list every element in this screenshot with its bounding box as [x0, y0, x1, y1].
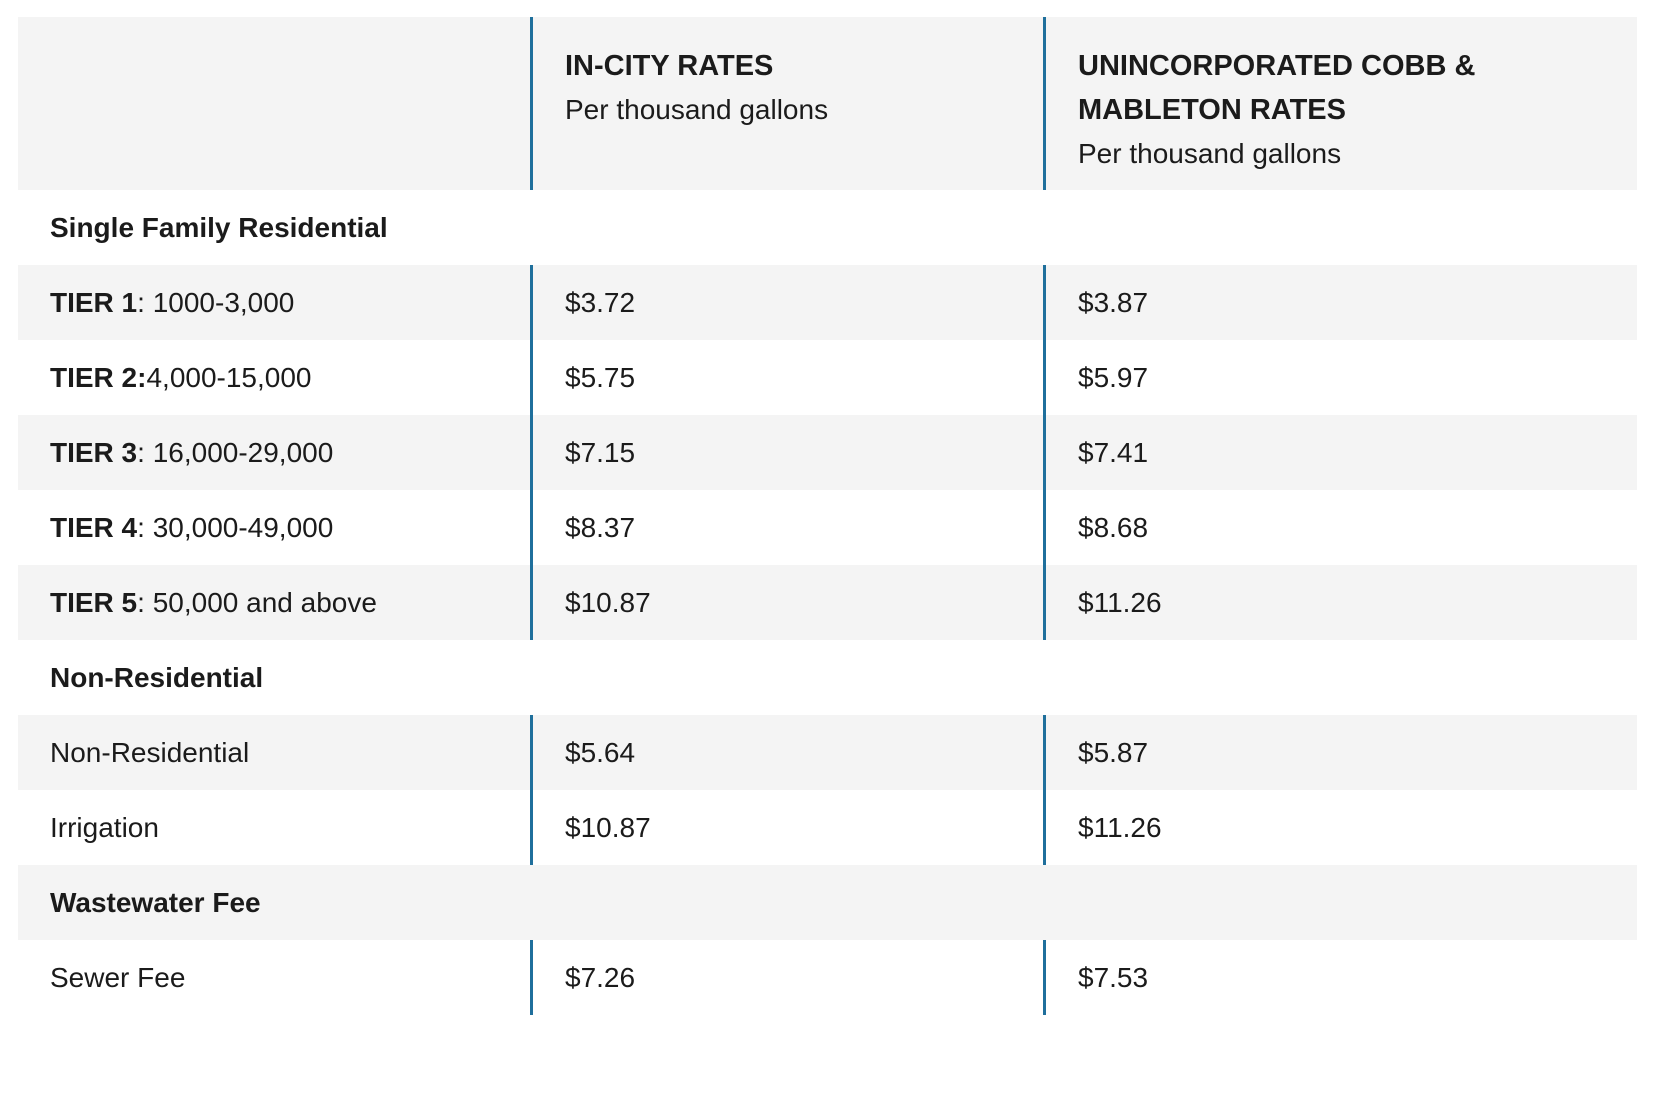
row-label: TIER 5: 50,000 and above [18, 565, 530, 640]
row-label-rest: 4,000-15,000 [146, 361, 312, 393]
row-label-bold: TIER 4 [50, 511, 138, 543]
cobb-rate: $5.97 [1043, 340, 1637, 415]
header-empty-cell [18, 17, 530, 190]
row-label-bold: TIER 5 [50, 586, 138, 618]
table-row-tier2: TIER 2: 4,000-15,000 $5.75 $5.97 [18, 340, 1637, 415]
table-row-tier1: TIER 1: 1000-3,000 $3.72 $3.87 [18, 265, 1637, 340]
row-label-rest: : 50,000 and above [137, 586, 377, 618]
in-city-rates-title: IN-CITY RATES [565, 50, 774, 82]
header-cobb-mableton-rates: UNINCORPORATED COBB & MABLETON RATES Per… [1043, 17, 1637, 190]
row-label-bold: TIER 2: [50, 361, 147, 393]
cobb-mableton-rates-title: UNINCORPORATED COBB & MABLETON RATES [1078, 50, 1476, 126]
in-city-rate: $7.26 [530, 940, 1043, 1015]
in-city-rate: $8.37 [530, 490, 1043, 565]
cobb-rate: $7.53 [1043, 940, 1637, 1015]
header-in-city-rates: IN-CITY RATES Per thousand gallons [530, 17, 1043, 190]
table-row-tier5: TIER 5: 50,000 and above $10.87 $11.26 [18, 565, 1637, 640]
row-label: Sewer Fee [18, 940, 530, 1015]
cobb-rate: $5.87 [1043, 715, 1637, 790]
cobb-rate: $11.26 [1043, 565, 1637, 640]
table-header-row: IN-CITY RATES Per thousand gallons UNINC… [18, 17, 1637, 190]
row-label-bold: TIER 1 [50, 286, 138, 318]
in-city-rate: $7.15 [530, 415, 1043, 490]
row-label-rest: Non-Residential [50, 736, 250, 768]
row-label-rest: Irrigation [50, 811, 159, 843]
table-row-irrigation: Irrigation $10.87 $11.26 [18, 790, 1637, 865]
water-rates-table: IN-CITY RATES Per thousand gallons UNINC… [18, 17, 1637, 1015]
cobb-mableton-rates-subtitle: Per thousand gallons [1078, 138, 1342, 169]
row-label-bold: TIER 3 [50, 436, 138, 468]
section-header-wastewater-fee: Wastewater Fee [18, 865, 1637, 940]
row-label: TIER 1: 1000-3,000 [18, 265, 530, 340]
row-label: Non-Residential [18, 715, 530, 790]
cobb-rate: $8.68 [1043, 490, 1637, 565]
section-title: Single Family Residential [50, 211, 388, 243]
cobb-rate: $7.41 [1043, 415, 1637, 490]
section-header-non-residential: Non-Residential [18, 640, 1637, 715]
table-row-non-residential: Non-Residential $5.64 $5.87 [18, 715, 1637, 790]
in-city-rate: $5.75 [530, 340, 1043, 415]
row-label: TIER 3: 16,000-29,000 [18, 415, 530, 490]
in-city-rate: $10.87 [530, 790, 1043, 865]
table-row-sewer-fee: Sewer Fee $7.26 $7.53 [18, 940, 1637, 1015]
table-row-tier4: TIER 4: 30,000-49,000 $8.37 $8.68 [18, 490, 1637, 565]
row-label-rest: : 1000-3,000 [137, 286, 295, 318]
cobb-rate: $11.26 [1043, 790, 1637, 865]
section-title: Non-Residential [50, 661, 264, 693]
in-city-rate: $3.72 [530, 265, 1043, 340]
row-label-rest: Sewer Fee [50, 961, 186, 993]
row-label-rest: : 16,000-29,000 [137, 436, 334, 468]
in-city-rate: $5.64 [530, 715, 1043, 790]
cobb-rate: $3.87 [1043, 265, 1637, 340]
row-label: Irrigation [18, 790, 530, 865]
row-label: TIER 2: 4,000-15,000 [18, 340, 530, 415]
row-label: TIER 4: 30,000-49,000 [18, 490, 530, 565]
in-city-rates-subtitle: Per thousand gallons [565, 94, 829, 125]
table-row-tier3: TIER 3: 16,000-29,000 $7.15 $7.41 [18, 415, 1637, 490]
row-label-rest: : 30,000-49,000 [137, 511, 334, 543]
in-city-rate: $10.87 [530, 565, 1043, 640]
section-header-single-family-residential: Single Family Residential [18, 190, 1637, 265]
section-title: Wastewater Fee [50, 886, 261, 918]
